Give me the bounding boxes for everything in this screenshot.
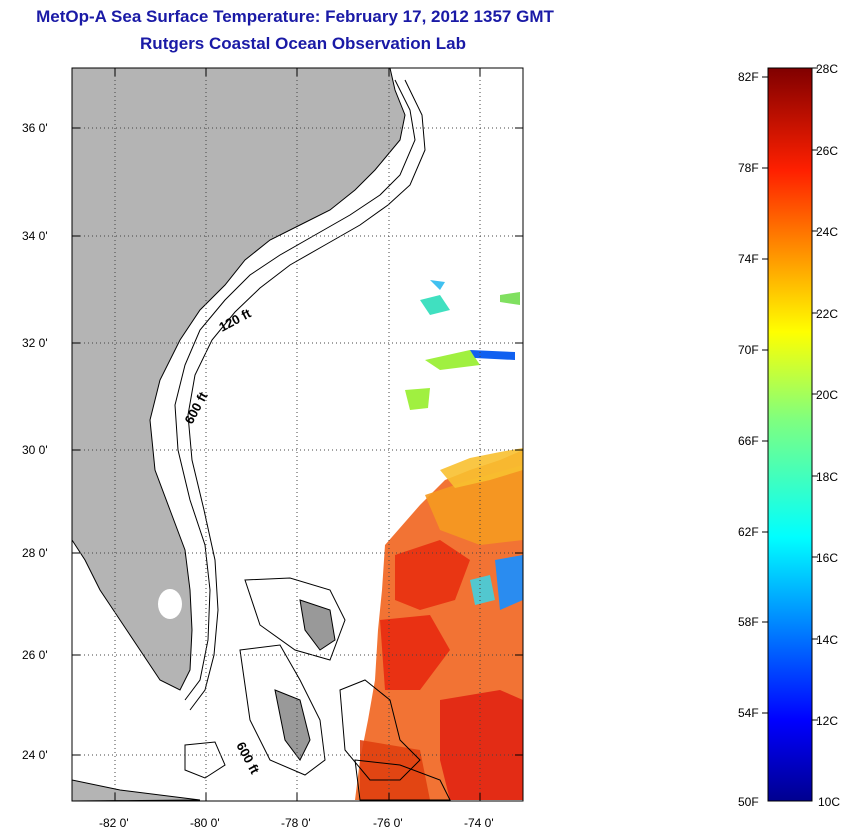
lon-label: -80 0' — [190, 816, 220, 830]
lat-label: 36 0' — [22, 121, 48, 135]
lat-label: 28 0' — [22, 546, 48, 560]
sst-data — [355, 280, 523, 800]
map-subtitle: Rutgers Coastal Ocean Observation Lab — [140, 34, 466, 53]
colorbar-f-label: 78F — [738, 161, 759, 175]
colorbar-c-label: 16C — [816, 551, 838, 565]
lat-label: 26 0' — [22, 648, 48, 662]
lat-label: 30 0' — [22, 443, 48, 457]
lat-label: 34 0' — [22, 229, 48, 243]
colorbar-c-label: 28C — [816, 62, 838, 76]
lon-label: -78 0' — [281, 816, 311, 830]
colorbar-f-label: 70F — [738, 343, 759, 357]
colorbar-c-label: 10C — [818, 795, 840, 809]
latitude-labels: 36 0' 34 0' 32 0' 30 0' 28 0' 26 0' 24 0… — [22, 121, 48, 762]
land-mass — [72, 68, 406, 801]
colorbar-f-label: 58F — [738, 615, 759, 629]
lat-label: 24 0' — [22, 748, 48, 762]
lat-label: 32 0' — [22, 336, 48, 350]
colorbar-f-label: 66F — [738, 434, 759, 448]
map-title: MetOp-A Sea Surface Temperature: Februar… — [36, 7, 554, 26]
colorbar-f-label: 50F — [738, 795, 759, 809]
lon-label: -82 0' — [99, 816, 129, 830]
colorbar-f-label: 54F — [738, 706, 759, 720]
lon-label: -74 0' — [464, 816, 494, 830]
colorbar-f-label: 62F — [738, 525, 759, 539]
colorbar-c-label: 12C — [816, 714, 838, 728]
temperature-colorbar: 82F 78F 74F 70F 66F 62F 58F 54F 50F 28C … — [738, 62, 840, 809]
colorbar-c-label: 24C — [816, 225, 838, 239]
colorbar-c-label: 20C — [816, 388, 838, 402]
colorbar-f-label: 74F — [738, 252, 759, 266]
colorbar-c-label: 22C — [816, 307, 838, 321]
colorbar-c-label: 14C — [816, 633, 838, 647]
lon-label: -76 0' — [373, 816, 403, 830]
colorbar-f-label: 82F — [738, 70, 759, 84]
colorbar-c-label: 26C — [816, 144, 838, 158]
longitude-labels: -82 0' -80 0' -78 0' -76 0' -74 0' — [99, 816, 494, 830]
colorbar-c-label: 18C — [816, 470, 838, 484]
